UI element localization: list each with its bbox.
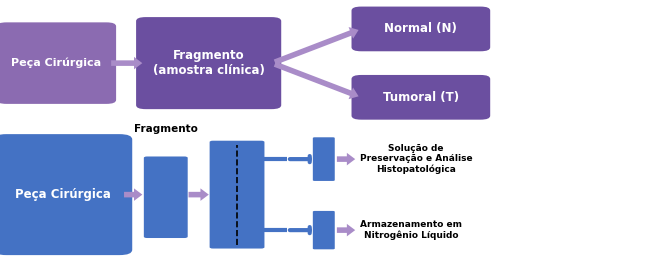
Text: Peça Cirúrgica: Peça Cirúrgica [12, 58, 101, 68]
FancyBboxPatch shape [352, 75, 490, 120]
Text: Tumoral (T): Tumoral (T) [382, 91, 459, 104]
Text: Solução de
Preservação e Análise
Histopatológica: Solução de Preservação e Análise Histopa… [360, 144, 473, 174]
FancyBboxPatch shape [0, 134, 132, 255]
Text: Normal (N): Normal (N) [384, 22, 457, 36]
Text: Fragmento
(amostra clínica): Fragmento (amostra clínica) [153, 49, 264, 77]
Text: Fragmento: Fragmento [134, 124, 199, 134]
FancyBboxPatch shape [313, 137, 335, 181]
Text: Peça Cirúrgica: Peça Cirúrgica [15, 188, 111, 201]
FancyBboxPatch shape [144, 156, 188, 238]
FancyBboxPatch shape [0, 22, 116, 104]
Text: Armazenamento em
Nitrogênio Líquido: Armazenamento em Nitrogênio Líquido [360, 220, 462, 240]
FancyBboxPatch shape [313, 211, 335, 249]
FancyBboxPatch shape [136, 17, 281, 109]
FancyBboxPatch shape [352, 7, 490, 51]
FancyBboxPatch shape [210, 141, 264, 249]
